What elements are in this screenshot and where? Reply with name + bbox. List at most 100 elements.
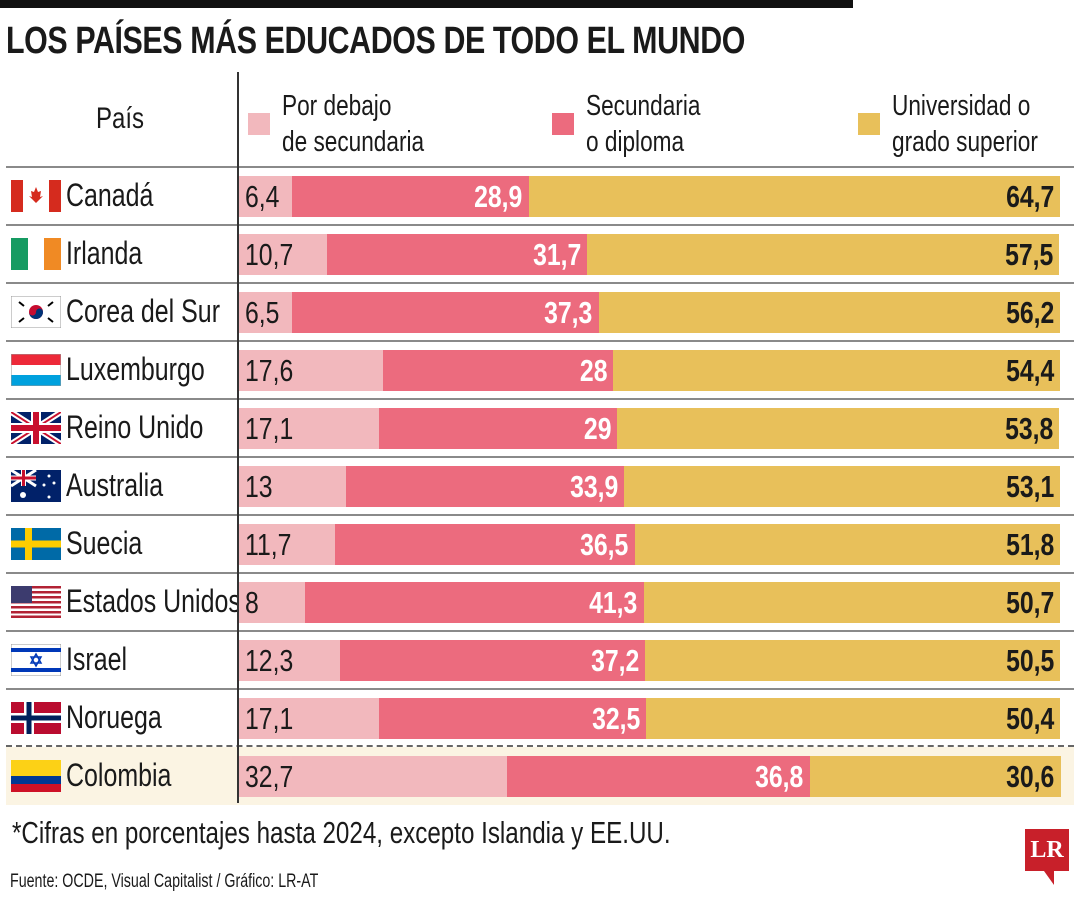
country-label: Noruega (66, 699, 162, 735)
bar-segment-below-secondary (239, 640, 340, 681)
legend-label: Por debajo de secundaria (282, 90, 425, 158)
norway-flag-icon (11, 702, 61, 734)
legend-item-university: Universidad o grado superior (858, 88, 1079, 160)
bar-segment-below-secondary (239, 524, 336, 565)
row-divider (6, 630, 1074, 632)
row-divider (6, 514, 1074, 516)
bar-segment-below-secondary (239, 466, 346, 507)
bar-segment-secondary (507, 756, 810, 797)
legend-item-secondary: Secundaria o diploma (552, 88, 733, 160)
bar-row-australia: Australia 13 33,9 53,1 (6, 457, 1074, 515)
data-label: 50,5 (1005, 643, 1054, 678)
data-label: 36,5 (580, 527, 629, 562)
source-credit: Fuente: OCDE, Visual Capitalist / Gráfic… (10, 871, 319, 892)
lr-logo: LR (1025, 829, 1069, 871)
country-label: Estados Unidos (66, 583, 241, 619)
bar-segment-university (645, 640, 1060, 681)
luxembourg-flag-icon (11, 354, 61, 386)
bar-segment-below-secondary (239, 698, 380, 739)
data-label: 33,9 (569, 469, 619, 504)
country-label: Colombia (66, 757, 172, 793)
bar-row-luxemburgo: Luxemburgo 17,6 28 54,4 (6, 341, 1074, 399)
legend-label: Universidad o grado superior (892, 90, 1038, 158)
bar-row-suecia: Suecia 11,7 36,5 51,8 (6, 515, 1074, 573)
footnote: *Cifras en porcentajes hasta 2024, excep… (12, 815, 671, 850)
data-label: 31,7 (532, 237, 582, 272)
data-label: 54,4 (1005, 353, 1054, 388)
bar-row-estados-unidos: Estados Unidos 8 41,3 50,7 (6, 573, 1074, 631)
legend-swatch (858, 113, 880, 135)
data-label: 28 (579, 353, 608, 388)
legend-item-below-secondary: Por debajo de secundaria (248, 88, 464, 160)
data-label: 32,5 (591, 701, 641, 736)
data-label: 50,4 (1005, 701, 1054, 736)
data-label: 10,7 (245, 237, 294, 272)
data-label: 6,5 (245, 295, 280, 330)
united-states-flag-icon (11, 586, 61, 618)
data-label: 41,3 (589, 585, 638, 620)
highlight-divider (6, 745, 1074, 747)
bar-segment-secondary (335, 524, 635, 565)
bar-segment-below-secondary (239, 234, 327, 275)
bar-row-reino-unido: Reino Unido 17,1 29 53,8 (6, 399, 1074, 457)
bar-row-corea-del-sur: Corea del Sur 6,5 37,3 56,2 (6, 283, 1074, 341)
australia-flag-icon (11, 470, 61, 502)
bar-segment-below-secondary (239, 582, 305, 623)
data-label: 11,7 (245, 527, 292, 562)
data-label: 8 (245, 585, 259, 620)
bar-row-irlanda: Irlanda 10,7 31,7 57,5 (6, 225, 1074, 283)
data-label: 17,6 (245, 353, 294, 388)
data-label: 12,3 (245, 643, 294, 678)
bar-segment-secondary (383, 350, 614, 391)
data-label: 50,7 (1005, 585, 1054, 620)
bar-segment-secondary (345, 466, 625, 507)
bar-row-noruega: Noruega 17,1 32,5 50,4 (6, 689, 1074, 747)
country-label: Canadá (66, 177, 154, 213)
data-label: 51,8 (1005, 527, 1054, 562)
bar-segment-university (587, 234, 1060, 275)
row-divider (6, 572, 1074, 574)
data-label: 53,1 (1005, 469, 1054, 504)
bar-segment-secondary (326, 234, 588, 275)
data-label: 30,6 (1006, 759, 1055, 794)
south-korea-flag-icon (11, 296, 61, 328)
country-label: Irlanda (66, 235, 143, 271)
legend-swatch (552, 113, 574, 135)
colombia-flag-icon (11, 760, 61, 792)
country-label: Luxemburgo (66, 351, 205, 387)
ireland-flag-icon (11, 238, 61, 270)
bar-segment-secondary (291, 176, 529, 217)
bar-segment-secondary (292, 292, 599, 333)
data-label: 17,1 (245, 701, 294, 736)
bar-segment-below-secondary (239, 350, 384, 391)
country-label: Suecia (66, 525, 143, 561)
bar-segment-university (598, 292, 1060, 333)
bar-row-israel: Israel 12,3 37,2 50,5 (6, 631, 1074, 689)
bar-segment-university (634, 524, 1060, 565)
bar-segment-university (613, 350, 1060, 391)
country-label: Australia (66, 467, 164, 503)
data-label: 32,7 (245, 759, 294, 794)
bar-segment-university (643, 582, 1060, 623)
united-kingdom-flag-icon (11, 412, 61, 444)
chart-title: LOS PAÍSES MÁS EDUCADOS DE TODO EL MUNDO (6, 20, 746, 62)
bar-segment-university (617, 408, 1060, 449)
row-divider (6, 688, 1074, 690)
bar-segment-secondary (379, 408, 618, 449)
bar-segment-university (528, 176, 1060, 217)
data-label: 37,2 (591, 643, 640, 678)
bar-segment-secondary (304, 582, 644, 623)
legend-swatch (248, 113, 270, 135)
israel-flag-icon (11, 644, 61, 676)
bar-segment-below-secondary (239, 176, 292, 217)
lr-logo-tail (1044, 871, 1054, 885)
data-label: 56,2 (1005, 295, 1054, 330)
data-label: 57,5 (1004, 237, 1054, 272)
country-label: Corea del Sur (66, 293, 221, 329)
row-divider (6, 224, 1074, 226)
row-divider (6, 398, 1074, 400)
bar-segment-university (809, 756, 1061, 797)
country-column-header: País (95, 102, 145, 135)
data-label: 29 (583, 411, 612, 446)
bar-row-canada: Canadá 6,4 28,9 64,7 (6, 167, 1074, 225)
